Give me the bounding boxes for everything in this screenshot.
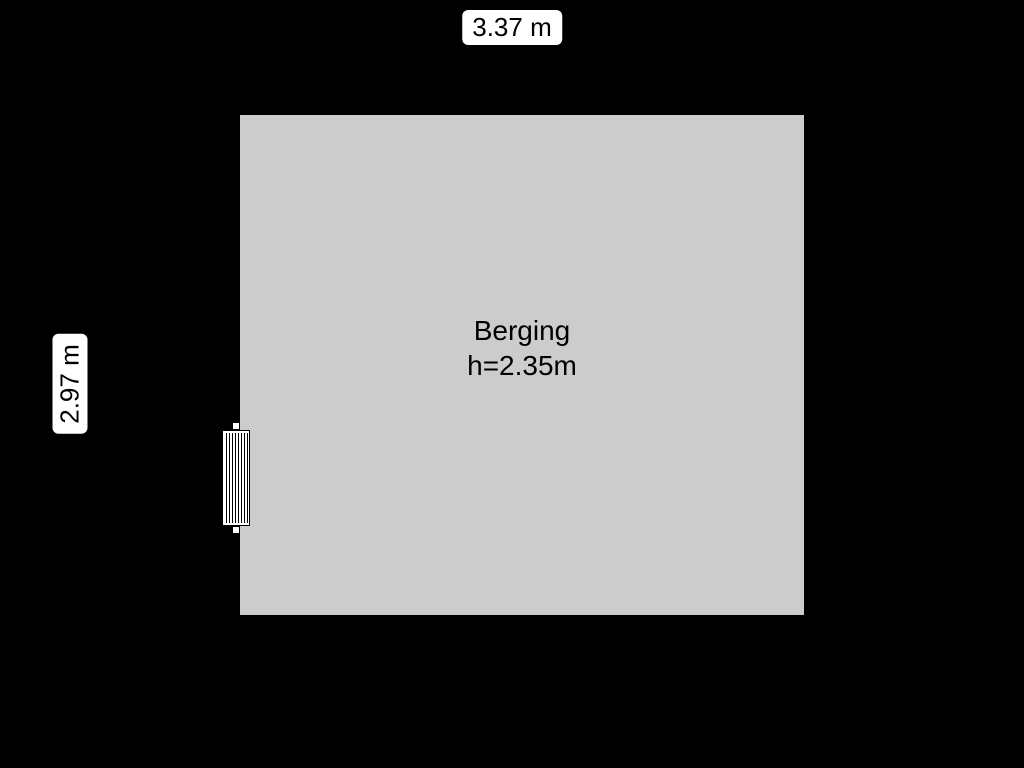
dimension-depth-label: 2.97 m (53, 334, 88, 434)
radiator-fin (238, 433, 239, 523)
room-name: Berging (467, 313, 577, 348)
dimension-width-text: 3.37 m (472, 12, 552, 42)
room-label: Berging h=2.35m (467, 313, 577, 383)
dimension-depth-text: 2.97 m (55, 344, 85, 424)
radiator-fin (232, 433, 233, 523)
radiator-cap-bottom (232, 526, 240, 534)
radiator-fin (241, 433, 242, 523)
room-height: h=2.35m (467, 348, 577, 383)
radiator-fin (226, 433, 227, 523)
radiator-cap-top (232, 422, 240, 430)
floorplan-canvas: Berging h=2.35m 3.37 m 2.97 m (0, 0, 1024, 768)
radiator-fin (229, 433, 230, 523)
radiator-icon (222, 430, 250, 526)
radiator-fin (235, 433, 236, 523)
radiator-fin (247, 433, 248, 523)
radiator-fin (244, 433, 245, 523)
dimension-width-label: 3.37 m (462, 10, 562, 45)
radiator-body (222, 430, 250, 526)
